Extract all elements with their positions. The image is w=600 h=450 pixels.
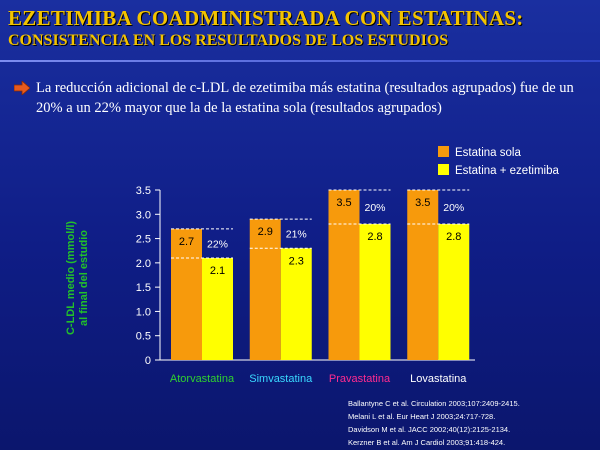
y-axis-title: C-LDL medio (mmol/l) al final del estudi…	[65, 221, 90, 335]
value-label: 3.5	[415, 197, 430, 209]
y-axis-title-line1: C-LDL medio (mmol/l)	[65, 221, 77, 335]
value-label: 2.7	[179, 236, 194, 248]
bar-statin-ezetimibe	[438, 224, 470, 360]
page-title: EZETIMIBA COADMINISTRADA CON ESTATINAS:	[8, 6, 524, 30]
reference-item: Kerzner B et al. Am J Cardiol 2003;91:41…	[348, 438, 506, 447]
bar-statin-alone	[328, 190, 360, 360]
x-category-label: Atorvastatina	[170, 373, 235, 385]
percent-label: 21%	[286, 229, 307, 241]
y-tick-label: 0	[145, 355, 151, 367]
reference-item: Davidson M et al. JACC 2002;40(12):2125-…	[348, 425, 511, 434]
bar-statin-alone	[171, 228, 202, 360]
bar-statin-alone	[249, 219, 281, 360]
y-tick-label: 3.0	[136, 209, 151, 221]
x-category-label: Pravastatina	[329, 373, 391, 385]
y-tick-label: 1.0	[136, 306, 151, 318]
y-axis-title-line2: al final del estudio	[78, 230, 90, 326]
references: Ballantyne C et al. Circulation 2003;107…	[348, 397, 598, 449]
percent-label: 22%	[207, 238, 228, 250]
legend-label: Estatina sola	[455, 147, 521, 159]
bar-statin-ezetimibe	[280, 248, 312, 360]
bullet-text: La reducción adicional de c-LDL de ezeti…	[36, 80, 574, 116]
legend-swatch	[438, 164, 449, 175]
percent-label: 20%	[364, 202, 385, 214]
bar-statin-ezetimibe	[202, 258, 233, 360]
y-tick-label: 3.5	[136, 185, 151, 197]
bullet-point: La reducción adicional de c-LDL de ezeti…	[14, 78, 586, 118]
y-tick-label: 0.5	[136, 331, 151, 343]
value-label: 2.1	[210, 265, 225, 277]
y-tick-label: 2.5	[136, 234, 151, 246]
value-label: 2.8	[367, 231, 382, 243]
value-label: 2.9	[258, 226, 273, 238]
arrow-right-icon	[14, 81, 30, 95]
title-block: EZETIMIBA COADMINISTRADA CON ESTATINAS: …	[8, 6, 592, 50]
page-subtitle: CONSISTENCIA EN LOS RESULTADOS DE LOS ES…	[8, 32, 449, 49]
bar-statin-ezetimibe	[359, 224, 391, 360]
value-label: 2.8	[446, 231, 461, 243]
reference-item: Melani L et al. Eur Heart J 2003;24:717-…	[348, 412, 496, 421]
reference-item: Ballantyne C et al. Circulation 2003;107…	[348, 399, 520, 408]
bar-statin-alone	[407, 190, 439, 360]
x-category-label: Simvastatina	[249, 373, 313, 385]
percent-label: 20%	[443, 202, 464, 214]
value-label: 3.5	[336, 197, 351, 209]
x-category-label: Lovastatina	[410, 373, 467, 385]
legend-swatch	[438, 146, 449, 157]
legend-label: Estatina + ezetimiba	[455, 165, 559, 177]
title-divider	[0, 60, 600, 62]
value-label: 2.3	[289, 255, 304, 267]
y-tick-label: 1.5	[136, 282, 151, 294]
y-tick-label: 2.0	[136, 258, 151, 270]
